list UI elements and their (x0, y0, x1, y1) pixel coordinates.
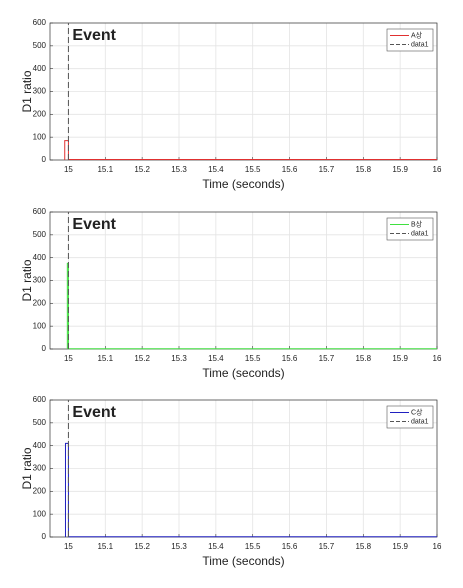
x-tick-label: 15.9 (392, 165, 408, 174)
x-axis-label: Time (seconds) (202, 554, 284, 568)
x-tick-label: 15 (64, 165, 73, 174)
annotation: Event (72, 404, 116, 421)
y-tick-label: 0 (42, 532, 47, 541)
y-tick-label: 500 (33, 230, 47, 239)
x-axis-label: Time (seconds) (202, 177, 284, 191)
x-tick-label: 15.5 (245, 165, 261, 174)
x-tick-label: 15.3 (171, 165, 187, 174)
legend-box (386, 28, 434, 52)
x-tick-label: 15.3 (171, 542, 187, 551)
x-tick-label: 15.8 (355, 542, 371, 551)
x-tick-label: 15.7 (319, 542, 335, 551)
x-tick-label: 15.8 (355, 165, 371, 174)
legend-label: A상 (411, 30, 423, 39)
x-tick-label: 15.5 (245, 354, 261, 363)
y-tick-label: 200 (33, 298, 47, 307)
x-tick-label: 15.6 (282, 354, 298, 363)
x-tick-label: 15.4 (208, 165, 224, 174)
y-axis-label: D1 ratio (20, 259, 34, 301)
x-axis-label: Time (seconds) (202, 366, 284, 380)
x-tick-label: 15.1 (97, 165, 113, 174)
x-tick-label: 15.2 (134, 542, 150, 551)
y-tick-label: 400 (33, 64, 47, 73)
y-axis-label: D1 ratio (20, 447, 34, 489)
y-tick-label: 600 (33, 395, 47, 404)
y-tick-label: 300 (33, 464, 47, 473)
x-tick-label: 15.7 (319, 354, 335, 363)
y-tick-label: 400 (33, 441, 47, 450)
x-tick-label: 15.2 (134, 165, 150, 174)
y-tick-label: 0 (42, 155, 47, 164)
x-tick-label: 15.1 (97, 542, 113, 551)
y-tick-label: 200 (33, 486, 47, 495)
x-tick-label: 15.9 (392, 354, 408, 363)
y-tick-label: 400 (33, 253, 47, 262)
x-tick-label: 15.6 (282, 542, 298, 551)
x-tick-label: 16 (433, 354, 442, 363)
x-tick-label: 15.7 (319, 165, 335, 174)
x-tick-label: 15.3 (171, 354, 187, 363)
x-tick-label: 15 (64, 542, 73, 551)
y-tick-label: 200 (33, 109, 47, 118)
legend-label: data1 (411, 41, 429, 48)
y-tick-label: 300 (33, 276, 47, 285)
legend-label: B상 (411, 219, 423, 228)
legend-label: C상 (411, 407, 423, 416)
y-tick-label: 500 (33, 41, 47, 50)
y-tick-label: 500 (33, 418, 47, 427)
x-tick-label: 16 (433, 542, 442, 551)
x-tick-label: 15.6 (282, 165, 298, 174)
x-tick-label: 15.4 (208, 542, 224, 551)
y-axis-label: D1 ratio (20, 70, 34, 112)
y-tick-label: 100 (33, 132, 47, 141)
x-tick-label: 15.1 (97, 354, 113, 363)
y-tick-label: 100 (33, 509, 47, 518)
x-tick-label: 15.5 (245, 542, 261, 551)
x-tick-label: 15.4 (208, 354, 224, 363)
legend-box (386, 217, 434, 241)
x-tick-label: 16 (433, 165, 442, 174)
y-tick-label: 100 (33, 321, 47, 330)
legend-label: data1 (411, 230, 429, 237)
x-tick-label: 15.8 (355, 354, 371, 363)
y-tick-label: 600 (33, 207, 47, 216)
annotation: Event (72, 27, 116, 44)
legend-box (386, 405, 434, 429)
y-tick-label: 600 (33, 18, 47, 27)
x-tick-label: 15 (64, 354, 73, 363)
y-tick-label: 0 (42, 344, 47, 353)
x-tick-label: 15.9 (392, 542, 408, 551)
y-tick-label: 300 (33, 87, 47, 96)
legend-label: data1 (411, 418, 429, 425)
annotation: Event (72, 216, 116, 233)
x-tick-label: 15.2 (134, 354, 150, 363)
